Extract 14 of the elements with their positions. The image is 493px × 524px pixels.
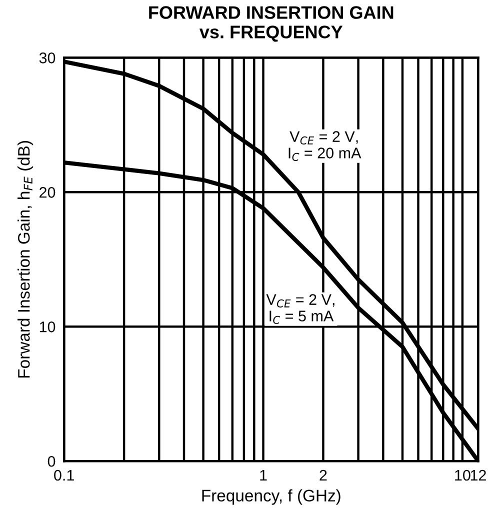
x-tick-label: 0.1 [54,470,74,481]
x-tick-label: 1 [260,470,267,481]
x-axis-title: Frequency, f (GHz) [202,489,340,505]
y-tick-label: 0 [48,456,56,467]
y-tick-label: 10 [40,321,56,332]
y-tick-label: 30 [39,52,56,64]
text: V$_{CE}$ = 2 V, I$_{C}$ = 5 mA [266,294,334,324]
y-axis-title: Forward Insertion Gain, h$_{FE}$ (dB) [18,141,34,378]
x-tick-label: 12 [470,470,486,481]
y-tick-label: 20 [40,187,56,198]
text: V$_{CE}$ = 2 V, I$_{C}$ = 20 mA [288,131,362,161]
chart-title: FORWARD INSERTION GAIN vs. FREQUENCY [149,6,394,42]
x-tick-label: 10 [455,470,470,481]
x-tick-label: 2 [320,470,327,481]
